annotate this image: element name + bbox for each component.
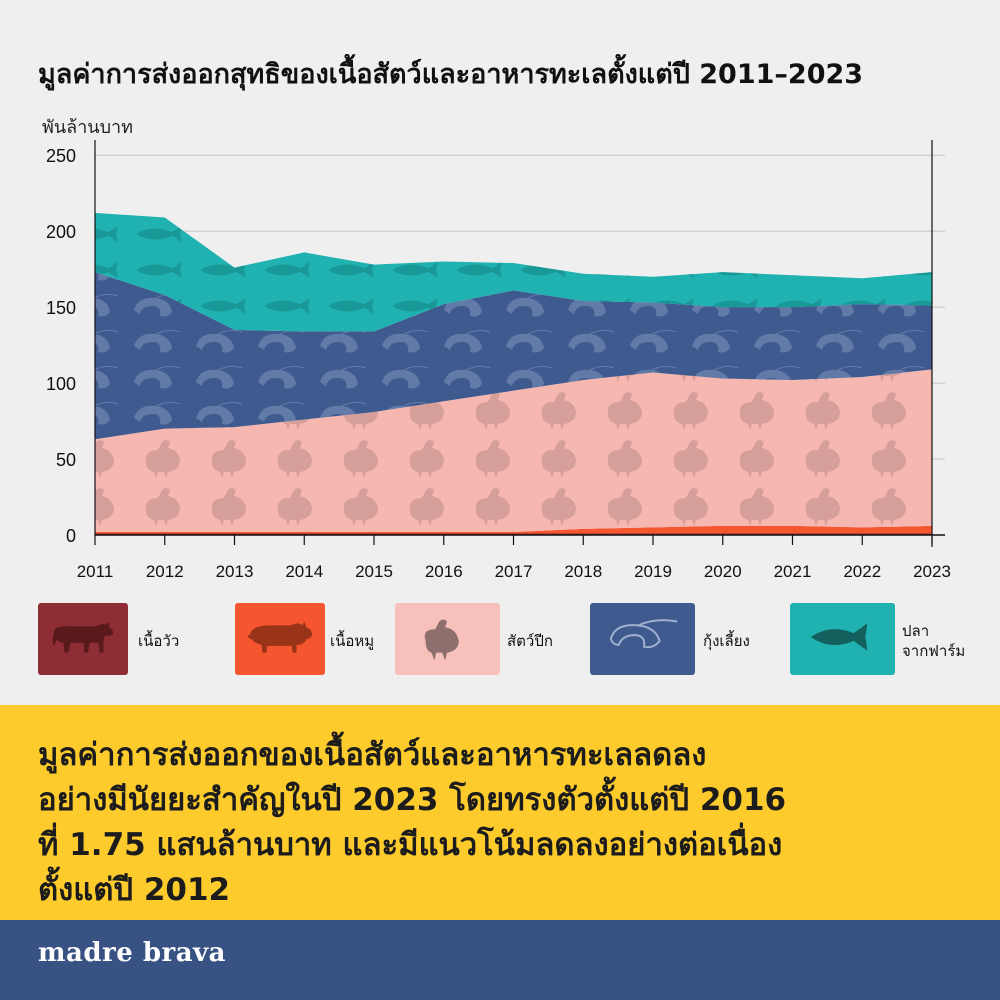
x-tick-label: 2012 [146, 562, 184, 581]
x-tick-label: 2016 [425, 562, 463, 581]
legend-item: สัตว์ปีก [395, 603, 597, 678]
legend-swatch [590, 603, 695, 675]
y-tick-label: 100 [46, 374, 76, 394]
legend-item: กุ้งเลี้ยง [590, 603, 793, 678]
y-axis-unit-label: พันล้านบาท [42, 117, 134, 138]
chicken-icon [424, 619, 459, 661]
y-tick-label: 0 [66, 526, 76, 546]
legend-label: สัตว์ปีก [507, 632, 553, 650]
legend: เนื้อวัว เนื้อหมู สัตว์ปีก กุ้งเลี้ยง ปลา จา… [0, 603, 1000, 678]
area-poultry-texture [95, 369, 932, 532]
summary-banner: มูลค่าการส่งออกของเนื้อสัตว์และอาหารทะเล… [0, 705, 1000, 920]
x-tick-label: 2011 [77, 562, 114, 581]
stacked-area-chart: 0 50 100 150 200 250 2011 2012 2013 2014 2015 2016 2… [46, 140, 951, 581]
legend-swatch [235, 603, 325, 675]
area-pork [95, 525, 932, 534]
x-tick-label: 2023 [913, 562, 951, 581]
legend-item: ปลา จากฟาร์ม [790, 603, 992, 678]
legend-label: เนื้อหมู [330, 632, 375, 650]
legend-item: เนื้อหมู [235, 603, 420, 678]
x-tick-label: 2020 [704, 562, 742, 581]
x-tick-label: 2013 [216, 562, 254, 581]
x-tick-label: 2014 [285, 562, 323, 581]
x-tick-label: 2019 [634, 562, 672, 581]
area-shrimp-texture [95, 272, 932, 440]
chart-title: มูลค่าการส่งออกสุทธิของเนื้อสัตว์และอาหา… [38, 59, 864, 90]
x-tick-label: 2021 [774, 562, 812, 581]
legend-label: ปลา จากฟาร์ม [902, 622, 966, 660]
legend-label: กุ้งเลี้ยง [703, 632, 750, 650]
y-tick-label: 50 [56, 450, 76, 470]
x-tick-label: 2015 [355, 562, 393, 581]
fish-icon [810, 623, 867, 651]
legend-swatch [38, 603, 128, 675]
x-tick-label: 2022 [843, 562, 881, 581]
footer-bar: madre brava [0, 920, 1000, 1000]
y-tick-label: 200 [46, 222, 76, 242]
pig-icon [247, 621, 313, 653]
brand-logo: madre brava [38, 938, 227, 968]
shrimp-icon [609, 619, 677, 649]
x-tick-label: 2017 [495, 562, 533, 581]
y-tick-label: 250 [46, 146, 76, 166]
summary-text: มูลค่าการส่งออกของเนื้อสัตว์และอาหารทะเล… [38, 737, 787, 908]
legend-swatch [790, 603, 895, 675]
y-tick-label: 150 [46, 298, 76, 318]
legend-swatch [395, 603, 500, 675]
area-fish-texture [95, 212, 932, 332]
cow-icon [52, 622, 114, 653]
x-tick-label: 2018 [564, 562, 602, 581]
legend-label: เนื้อวัว [138, 632, 180, 650]
legend-item: เนื้อวัว [38, 603, 228, 678]
